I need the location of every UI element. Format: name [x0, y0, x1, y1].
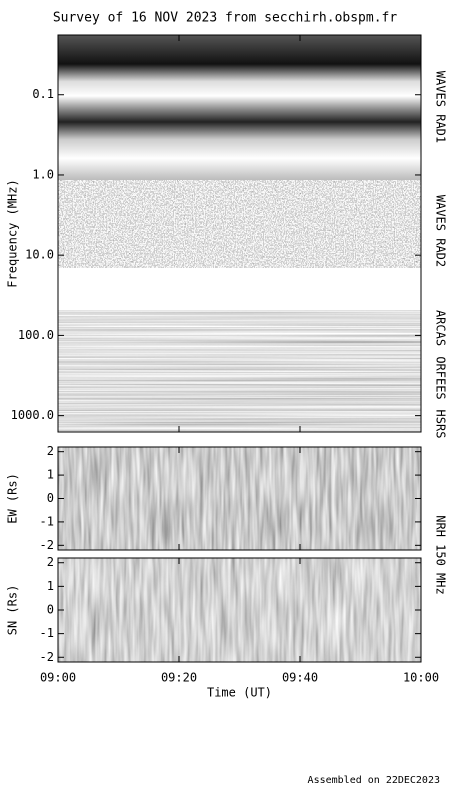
instrument-label: WAVES RAD1 — [434, 71, 448, 143]
footer: Assembled on 22DEC2023 — [308, 775, 440, 786]
instrument-label: WAVES RAD2 — [434, 195, 448, 267]
y-tick-label: 100.0 — [18, 328, 54, 342]
instrument-label: ARCAS — [434, 310, 448, 346]
y-axis-label: Frequency (MHz) — [6, 179, 20, 287]
y-tick-label: -1 — [40, 514, 54, 528]
x-tick-label: 09:20 — [161, 671, 197, 685]
title: Survey of 16 NOV 2023 from secchirh.obsp… — [53, 11, 398, 26]
y-tick-label: -2 — [40, 650, 54, 664]
sn-image — [58, 558, 421, 662]
y-axis-label: SN (Rs) — [6, 585, 20, 636]
x-tick-label: 09:00 — [40, 671, 76, 685]
y-tick-label: 0 — [47, 603, 54, 617]
x-tick-label: 09:40 — [282, 671, 318, 685]
y-tick-label: 2 — [47, 555, 54, 569]
y-tick-label: 1.0 — [32, 167, 54, 181]
y-tick-label: 0 — [47, 491, 54, 505]
y-tick-label: -1 — [40, 626, 54, 640]
y-axis-label: EW (Rs) — [6, 473, 20, 524]
x-axis-label: Time (UT) — [207, 686, 272, 700]
y-tick-label: 1 — [47, 468, 54, 482]
y-tick-label: 10.0 — [25, 248, 54, 262]
y-tick-label: 0.1 — [32, 87, 54, 101]
ground-image — [58, 310, 421, 432]
x-tick-label: 10:00 — [403, 671, 439, 685]
y-tick-label: 2 — [47, 444, 54, 458]
ew-image — [58, 447, 421, 550]
rad1-image — [58, 35, 421, 180]
y-tick-label: 1 — [47, 579, 54, 593]
rad2-image — [58, 180, 421, 268]
instrument-label: NRH 150 MHz — [434, 515, 448, 594]
spectra — [58, 35, 421, 662]
y-tick-label: -2 — [40, 538, 54, 552]
y-tick-label: 1000.0 — [11, 408, 54, 422]
plot-frame — [57, 34, 422, 433]
instrument-label: HSRS — [434, 410, 448, 439]
instrument-label: ORFEES — [434, 356, 448, 399]
